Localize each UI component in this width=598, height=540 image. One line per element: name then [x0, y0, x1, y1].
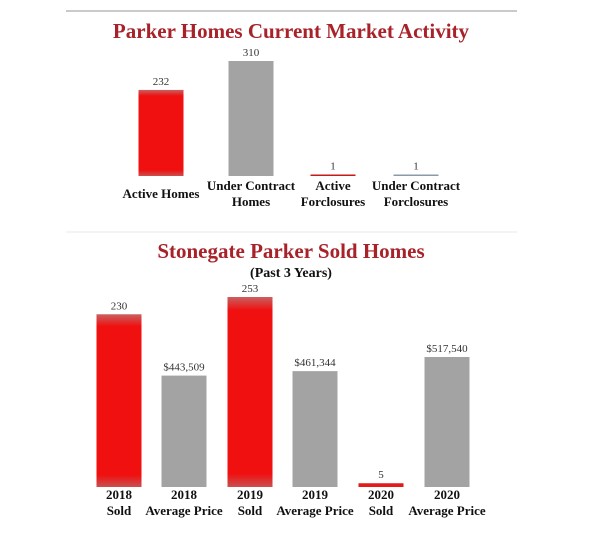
chart-1-value-label: 1: [413, 161, 419, 173]
chart-2-value-label: $461,344: [294, 357, 336, 369]
chart-2-value-label: $443,509: [163, 362, 205, 374]
chart-2-category-label: 2020: [368, 487, 394, 502]
chart-1-bar: [138, 89, 184, 176]
chart-1-value-label: 310: [243, 47, 260, 59]
chart-1-category-label: Forclosures: [384, 194, 449, 209]
chart-2-bar: [424, 357, 470, 487]
chart-2-bar: [96, 314, 142, 487]
chart-2-bar: [227, 297, 273, 487]
chart-2-category-label: Average Price: [408, 503, 486, 518]
chart-1-category-label: Active: [315, 178, 351, 193]
chart-2-value-label: $517,540: [426, 343, 468, 355]
chart-1-value-label: 232: [153, 76, 170, 88]
chart-2-category-label: 2020: [434, 487, 460, 502]
chart-1-title: Parker Homes Current Market Activity: [113, 19, 470, 43]
chart-1-category-label: Active Homes: [123, 186, 200, 201]
chart-2-bar: [358, 483, 404, 487]
chart-1-category-label: Forclosures: [301, 194, 366, 209]
chart-2-category-label: Sold: [369, 503, 394, 518]
chart-1-bar: [228, 61, 274, 176]
chart-1-category-label: Homes: [232, 194, 270, 209]
chart-2-category-label: Sold: [238, 503, 263, 518]
chart-1-bar: [310, 174, 356, 176]
chart-2-subtitle: (Past 3 Years): [250, 266, 332, 281]
chart-2-category-label: 2019: [302, 487, 329, 502]
chart-2-bar: [161, 375, 207, 487]
chart-2-category-label: 2018: [171, 487, 198, 502]
chart-2-value-label: 230: [111, 300, 128, 312]
chart-1-category-label: Under Contract: [372, 178, 461, 193]
chart-1-value-label: 1: [330, 161, 336, 173]
chart-1-category-label: Under Contract: [207, 178, 296, 193]
chart-1-bar: [393, 174, 439, 176]
chart-2-category-label: 2019: [237, 487, 264, 502]
chart-2-category-label: Average Price: [145, 503, 223, 518]
chart-2-category-label: Sold: [107, 503, 132, 518]
chart-2-bar: [292, 371, 338, 487]
chart-2-value-label: 253: [242, 283, 259, 295]
chart-2-category-label: Average Price: [276, 503, 354, 518]
chart-2-title: Stonegate Parker Sold Homes: [157, 239, 424, 263]
chart-2-category-label: 2018: [106, 487, 133, 502]
chart-2-value-label: 5: [378, 469, 384, 481]
